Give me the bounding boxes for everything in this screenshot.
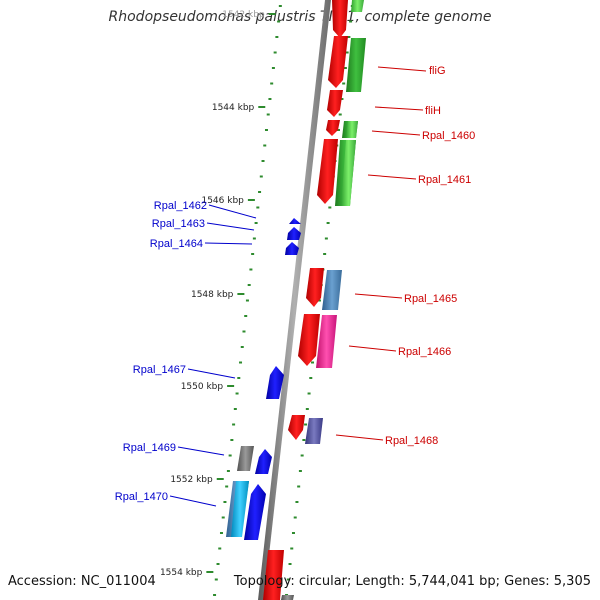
gene-label[interactable]: fliH bbox=[425, 105, 441, 117]
gene-arrow[interactable] bbox=[289, 218, 301, 224]
gene-labels: fliG fliH Rpal_1460 Rpal_1461 Rpal_1465 … bbox=[115, 65, 475, 503]
gene-arrow[interactable] bbox=[263, 550, 284, 600]
gene-label[interactable]: Rpal_1461 bbox=[418, 174, 471, 186]
scale-tick-label: 1554 kbp bbox=[160, 568, 203, 578]
scale-tick-label: 1552 kbp bbox=[170, 475, 213, 485]
scale-ticks: 1542 kbp 1544 kbp 1546 kbp 1548 kbp 1550 kbp… bbox=[160, 10, 276, 578]
scale-tick-label: 1542 kbp bbox=[222, 10, 265, 20]
topology-text: Topology: circular; Length: 5,744,041 bp… bbox=[233, 574, 591, 589]
gene-label[interactable]: Rpal_1466 bbox=[398, 346, 451, 358]
gene-label[interactable]: Rpal_1468 bbox=[385, 435, 438, 447]
genome-backbone bbox=[258, 0, 331, 600]
gene-arrow[interactable] bbox=[316, 315, 337, 368]
gene-arrow[interactable] bbox=[237, 446, 254, 471]
gene-arrow[interactable] bbox=[244, 484, 266, 540]
label-leaders bbox=[169, 66, 427, 507]
gene-arrow[interactable] bbox=[317, 139, 338, 204]
gene-arrow[interactable] bbox=[281, 595, 294, 600]
gene-arrow[interactable] bbox=[351, 0, 364, 12]
gene-arrow[interactable] bbox=[346, 121, 358, 138]
gene-arrow[interactable] bbox=[305, 418, 323, 444]
map-title: Rhodopseudomonas palustris TIE-1, comple… bbox=[108, 9, 492, 25]
gene-arrow[interactable] bbox=[328, 36, 348, 88]
gene-arrow[interactable] bbox=[322, 270, 342, 310]
gene-label[interactable]: Rpal_1460 bbox=[422, 130, 475, 142]
scale-tick-label: 1550 kbp bbox=[181, 382, 224, 392]
plus-strand-features bbox=[263, 0, 366, 600]
gene-label[interactable]: Rpal_1465 bbox=[404, 293, 457, 305]
gene-arrow[interactable] bbox=[327, 90, 343, 117]
gene-arrow[interactable] bbox=[255, 449, 272, 474]
gene-arrow[interactable] bbox=[341, 140, 356, 206]
gene-label[interactable]: Rpal_1469 bbox=[123, 442, 176, 454]
scale-tick-label: 1544 kbp bbox=[212, 103, 255, 113]
gene-arrow[interactable] bbox=[306, 268, 324, 307]
gene-label[interactable]: Rpal_1463 bbox=[152, 218, 205, 230]
gene-arrow[interactable] bbox=[288, 415, 305, 440]
gene-arrow[interactable] bbox=[285, 242, 299, 255]
scale-tick-label: 1546 kbp bbox=[201, 196, 244, 206]
gene-label[interactable]: fliG bbox=[429, 65, 446, 77]
gene-arrow[interactable] bbox=[326, 120, 340, 136]
gene-arrow[interactable] bbox=[332, 0, 348, 38]
gene-arrow[interactable] bbox=[346, 38, 366, 92]
accession-text: Accession: NC_011004 bbox=[8, 574, 156, 589]
gene-label[interactable]: Rpal_1464 bbox=[150, 238, 203, 250]
scale-tick-label: 1548 kbp bbox=[191, 290, 234, 300]
gene-label[interactable]: Rpal_1470 bbox=[115, 491, 168, 503]
gene-arrow[interactable] bbox=[266, 366, 284, 399]
gene-arrow[interactable] bbox=[287, 227, 301, 240]
gene-label[interactable]: Rpal_1467 bbox=[133, 364, 186, 376]
gene-label[interactable]: Rpal_1462 bbox=[154, 200, 207, 212]
gene-arrow[interactable] bbox=[231, 481, 249, 537]
gene-arrow[interactable] bbox=[298, 314, 320, 366]
minus-strand-features bbox=[226, 218, 301, 540]
